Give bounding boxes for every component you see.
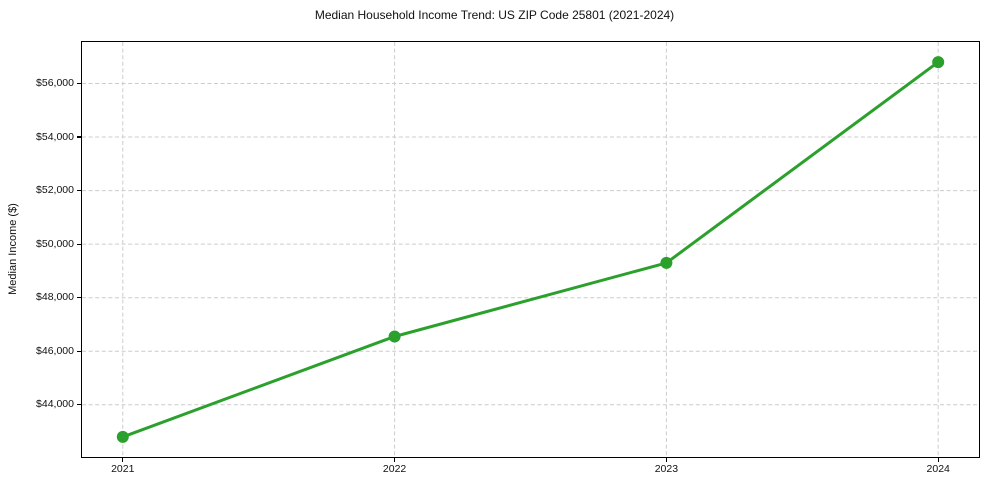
y-tick-label: $48,000 (36, 291, 74, 304)
y-tick-label: $44,000 (36, 398, 74, 411)
y-tick-mark (77, 189, 82, 192)
x-tick-mark (122, 457, 124, 462)
y-tick-label: $56,000 (36, 77, 74, 89)
y-tick-mark (77, 297, 82, 299)
plot-area (80, 40, 980, 458)
y-tick-label: $54,000 (36, 130, 74, 143)
y-tick-mark (77, 243, 82, 245)
y-tick-mark (77, 82, 82, 85)
x-tick-mark (393, 457, 396, 462)
y-tick-label: $52,000 (36, 184, 74, 197)
y-tick-mark (77, 404, 82, 406)
x-tick-label: 2022 (382, 463, 407, 475)
y-tick-label: $46,000 (36, 344, 74, 357)
x-tick-label: 2021 (111, 463, 135, 475)
trend-line (120, 60, 940, 439)
data-point-marker (931, 55, 944, 68)
x-tick-label: 2023 (654, 463, 679, 475)
x-tick-mark (665, 457, 667, 462)
y-tick-mark (77, 136, 82, 138)
x-tick-mark (937, 457, 939, 462)
data-point-marker (388, 330, 401, 343)
y-tick-label: $50,000 (36, 237, 74, 250)
line-chart (81, 41, 979, 457)
x-tick-label: 2024 (926, 463, 950, 475)
data-point-marker (116, 430, 129, 443)
chart-title: Median Household Income Trend: US ZIP Co… (314, 8, 675, 22)
data-point-marker (660, 256, 673, 269)
y-tick-mark (77, 350, 82, 352)
